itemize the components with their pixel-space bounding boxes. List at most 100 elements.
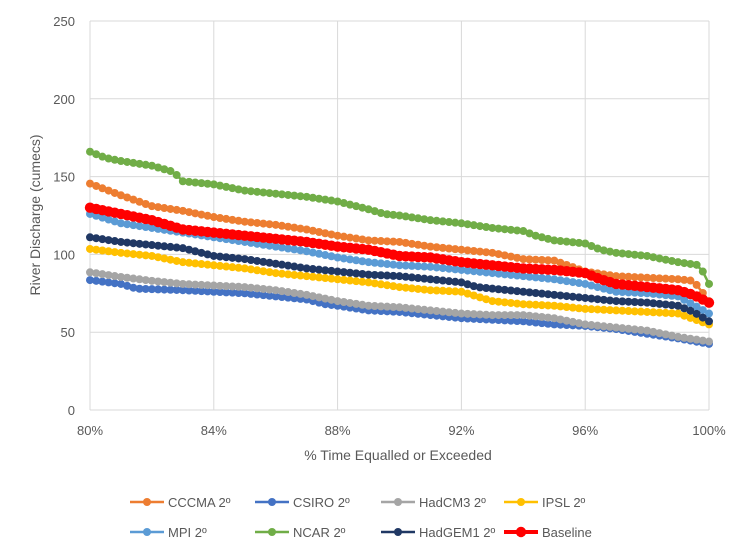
- data-point: [191, 209, 200, 218]
- legend-item: IPSL 2º: [504, 495, 586, 510]
- data-point: [544, 256, 553, 265]
- data-point: [86, 244, 94, 253]
- data-point: [129, 158, 138, 167]
- data-point: [284, 261, 293, 270]
- data-point: [135, 197, 144, 206]
- data-point: [612, 287, 621, 296]
- data-point: [692, 309, 701, 318]
- data-point: [321, 294, 330, 303]
- data-point: [271, 259, 280, 268]
- data-point: [482, 268, 491, 277]
- data-point: [104, 186, 113, 195]
- data-point: [414, 284, 423, 293]
- data-point: [308, 226, 317, 235]
- legend-swatch-marker: [515, 526, 527, 538]
- data-point: [562, 237, 571, 246]
- data-point: [705, 317, 713, 326]
- data-point: [203, 211, 212, 220]
- data-point: [426, 242, 435, 251]
- data-point: [296, 263, 305, 272]
- data-point: [513, 226, 522, 235]
- data-point: [265, 268, 274, 277]
- x-tick-label: 100%: [692, 423, 726, 438]
- data-point: [593, 283, 602, 292]
- data-point: [333, 267, 342, 276]
- legend-item: HadCM3 2º: [381, 495, 486, 510]
- data-point: [315, 273, 324, 282]
- data-point: [407, 273, 416, 282]
- data-point: [228, 263, 237, 272]
- data-point: [463, 289, 472, 298]
- data-point: [692, 302, 701, 311]
- data-point: [562, 316, 571, 325]
- data-point: [240, 217, 249, 226]
- data-point: [531, 300, 540, 309]
- data-point: [643, 298, 652, 307]
- data-point: [537, 301, 546, 310]
- data-point: [426, 286, 435, 295]
- data-point: [519, 272, 528, 281]
- legend-swatch-marker: [143, 498, 151, 506]
- data-point: [129, 195, 138, 204]
- data-point: [271, 269, 280, 278]
- data-point: [253, 187, 262, 196]
- data-point: [339, 199, 348, 208]
- data-point: [271, 286, 280, 295]
- data-point: [420, 305, 429, 314]
- data-point: [612, 306, 621, 315]
- data-point: [92, 276, 101, 285]
- data-point: [370, 236, 379, 245]
- data-point: [296, 271, 305, 280]
- data-point: [389, 210, 398, 219]
- data-point: [401, 238, 410, 247]
- data-point: [160, 165, 169, 174]
- data-point: [581, 320, 590, 329]
- data-point: [556, 237, 565, 246]
- data-point: [209, 261, 218, 270]
- y-tick-label: 50: [61, 325, 75, 340]
- data-point: [135, 284, 144, 293]
- data-point: [426, 306, 435, 315]
- data-point: [265, 220, 274, 229]
- legend-item: HadGEM1 2º: [381, 525, 496, 540]
- data-point: [463, 309, 472, 318]
- data-point: [234, 288, 243, 297]
- data-point: [116, 237, 125, 246]
- data-point: [686, 276, 695, 285]
- data-point: [296, 246, 305, 255]
- series-hadcm3-2-: [86, 268, 713, 346]
- data-point: [519, 287, 528, 296]
- data-point: [537, 233, 546, 242]
- data-point: [525, 311, 534, 320]
- data-point: [531, 231, 540, 240]
- data-point: [457, 265, 466, 274]
- data-point: [506, 316, 515, 325]
- data-point: [475, 283, 484, 292]
- data-point: [110, 188, 119, 197]
- data-point: [277, 260, 286, 269]
- data-point: [376, 302, 385, 311]
- data-point: [531, 273, 540, 282]
- data-point: [649, 299, 658, 308]
- data-point: [308, 292, 317, 301]
- data-point: [395, 303, 404, 312]
- data-point: [172, 171, 181, 180]
- data-point: [463, 246, 472, 255]
- data-point: [488, 284, 497, 293]
- data-point: [686, 306, 695, 315]
- data-point: [649, 327, 658, 336]
- data-point: [475, 267, 484, 276]
- data-point: [612, 297, 621, 306]
- data-point: [352, 299, 361, 308]
- data-point: [630, 288, 639, 297]
- data-point: [284, 270, 293, 279]
- data-point: [92, 150, 101, 159]
- legend-swatch-marker: [268, 528, 276, 536]
- data-point: [630, 325, 639, 334]
- data-point: [432, 275, 441, 284]
- data-point: [432, 263, 441, 272]
- data-point: [612, 323, 621, 332]
- data-point: [605, 306, 614, 315]
- data-point: [568, 278, 577, 287]
- data-point: [451, 265, 460, 274]
